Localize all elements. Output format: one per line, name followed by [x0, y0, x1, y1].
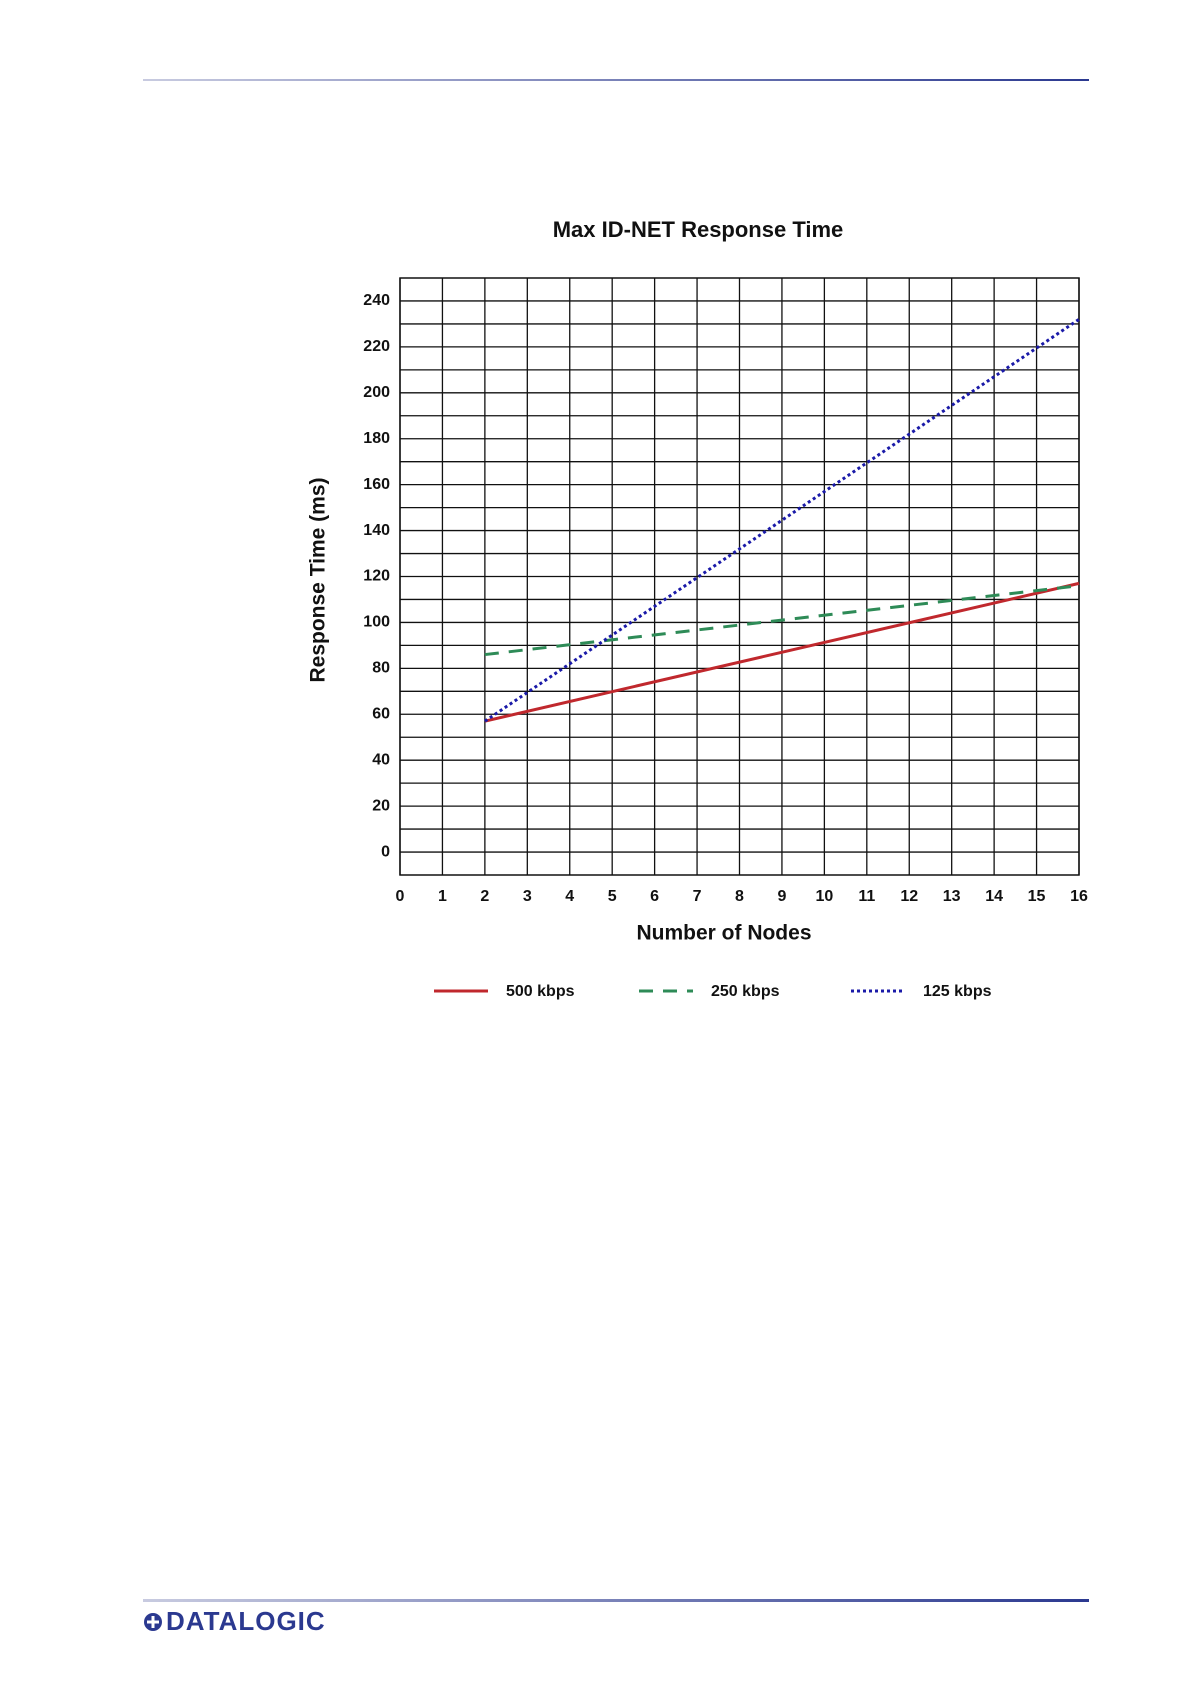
y-tick-label: 40 — [372, 751, 390, 768]
y-tick-label: 0 — [381, 843, 390, 860]
y-tick-label: 80 — [372, 660, 390, 677]
chart-title: Max ID-NET Response Time — [553, 217, 844, 242]
y-tick-label: 60 — [372, 705, 390, 722]
x-tick-label: 9 — [777, 888, 786, 905]
x-tick-label: 5 — [608, 888, 617, 905]
y-tick-label: 180 — [363, 430, 390, 447]
y-tick-label: 20 — [372, 797, 390, 814]
x-tick-label: 12 — [900, 888, 918, 905]
y-tick-label: 140 — [363, 522, 390, 539]
x-tick-label: 16 — [1070, 888, 1088, 905]
logo: DATALOGIC — [166, 1606, 326, 1636]
series-line — [484, 581, 1080, 723]
y-axis-label: Response Time (ms) — [307, 477, 330, 682]
x-tick-label: 1 — [438, 888, 447, 905]
logo-cross — [147, 1616, 159, 1628]
x-tick-label: 3 — [523, 888, 532, 905]
legend-label: 250 kbps — [711, 983, 780, 1000]
x-tick-label: 8 — [735, 888, 744, 905]
x-tick-label: 6 — [650, 888, 659, 905]
x-tick-label: 15 — [1028, 888, 1046, 905]
x-tick-label: 14 — [985, 888, 1003, 905]
y-tick-label: 200 — [363, 384, 390, 401]
legend-label: 500 kbps — [506, 983, 575, 1000]
legend-label: 125 kbps — [923, 983, 992, 1000]
x-tick-label: 7 — [693, 888, 702, 905]
x-axis-label: Number of Nodes — [636, 922, 811, 945]
x-tick-label: 11 — [858, 888, 875, 905]
y-tick-label: 220 — [363, 338, 390, 355]
x-tick-label: 4 — [565, 888, 574, 905]
x-tick-label: 10 — [815, 888, 833, 905]
y-tick-label: 240 — [363, 292, 390, 309]
y-tick-label: 100 — [363, 614, 390, 631]
header-rule — [143, 79, 1089, 81]
y-tick-label: 120 — [363, 568, 390, 585]
x-tick-label: 0 — [396, 888, 405, 905]
x-tick-label: 13 — [943, 888, 961, 905]
footer-rule — [143, 1599, 1089, 1602]
y-tick-label: 160 — [363, 476, 390, 493]
x-tick-label: 2 — [480, 888, 489, 905]
series-line — [484, 584, 1080, 657]
